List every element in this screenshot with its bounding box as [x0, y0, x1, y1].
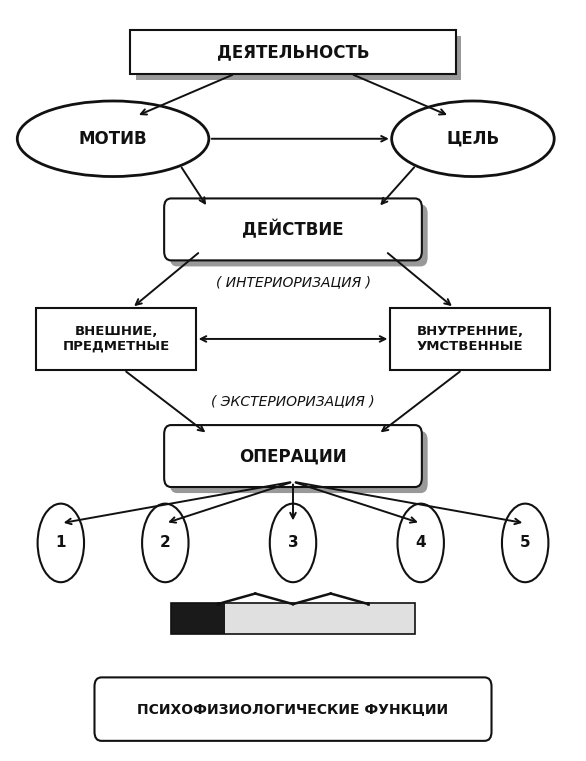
FancyBboxPatch shape	[225, 603, 415, 635]
Text: ЦЕЛЬ: ЦЕЛЬ	[447, 130, 499, 148]
Text: 4: 4	[415, 536, 426, 550]
Text: 5: 5	[520, 536, 530, 550]
FancyBboxPatch shape	[164, 199, 422, 260]
FancyBboxPatch shape	[170, 431, 428, 493]
Ellipse shape	[270, 504, 316, 582]
Text: ОПЕРАЦИИ: ОПЕРАЦИИ	[239, 447, 347, 465]
FancyBboxPatch shape	[137, 36, 461, 80]
Ellipse shape	[397, 504, 444, 582]
Text: ДЕЯТЕЛЬНОСТЬ: ДЕЯТЕЛЬНОСТЬ	[217, 43, 369, 61]
Ellipse shape	[38, 504, 84, 582]
Ellipse shape	[502, 504, 548, 582]
Text: МОТИВ: МОТИВ	[79, 130, 147, 148]
Text: 1: 1	[56, 536, 66, 550]
Text: 3: 3	[288, 536, 298, 550]
FancyBboxPatch shape	[170, 205, 428, 266]
FancyBboxPatch shape	[164, 425, 422, 487]
Text: ДЕЙСТВИЕ: ДЕЙСТВИЕ	[242, 220, 344, 239]
Text: ПСИХОФИЗИОЛОГИЧЕСКИЕ ФУНКЦИИ: ПСИХОФИЗИОЛОГИЧЕСКИЕ ФУНКЦИИ	[138, 702, 448, 716]
FancyBboxPatch shape	[36, 308, 196, 370]
Ellipse shape	[391, 101, 554, 177]
Text: ( ИНТЕРИОРИЗАЦИЯ ): ( ИНТЕРИОРИЗАЦИЯ )	[216, 275, 370, 289]
Text: ВНЕШНИЕ,
ПРЕДМЕТНЫЕ: ВНЕШНИЕ, ПРЕДМЕТНЫЕ	[62, 325, 169, 353]
Text: ( ЭКСТЕРИОРИЗАЦИЯ ): ( ЭКСТЕРИОРИЗАЦИЯ )	[211, 395, 375, 409]
Ellipse shape	[142, 504, 189, 582]
Text: 2: 2	[160, 536, 171, 550]
Ellipse shape	[18, 101, 209, 177]
FancyBboxPatch shape	[171, 603, 225, 635]
FancyBboxPatch shape	[94, 677, 492, 741]
FancyBboxPatch shape	[131, 30, 455, 74]
FancyBboxPatch shape	[390, 308, 550, 370]
Text: ВНУТРЕННИЕ,
УМСТВЕННЫЕ: ВНУТРЕННИЕ, УМСТВЕННЫЕ	[417, 325, 524, 353]
